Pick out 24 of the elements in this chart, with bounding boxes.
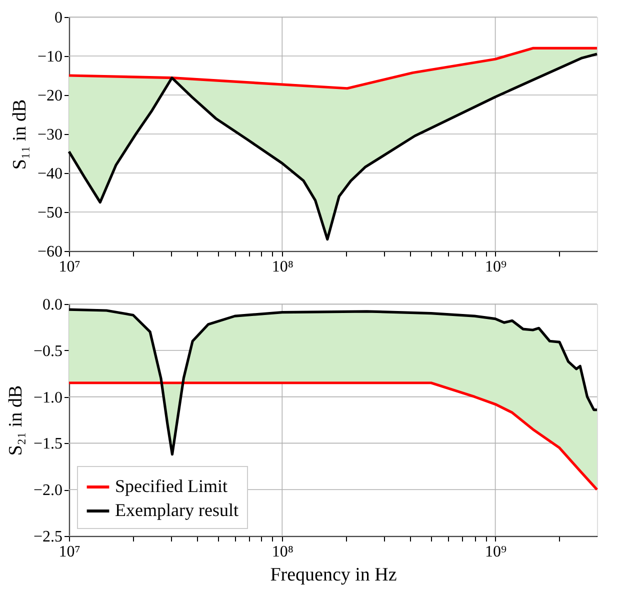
y-tick-label: 0 xyxy=(54,10,62,26)
y-tick-label: −0.5 xyxy=(33,342,62,360)
x-tick-label: 10⁷ xyxy=(58,258,80,276)
y-tick-label: −60 xyxy=(37,244,62,260)
y-tick-label: −50 xyxy=(37,204,62,222)
legend-label: Specified Limit xyxy=(115,476,228,496)
y-tick-label: −2.0 xyxy=(33,482,62,500)
y-tick-label: −30 xyxy=(37,126,62,144)
y-tick-label: −40 xyxy=(37,166,62,182)
x-tick-label: 10⁷ xyxy=(58,544,80,560)
x-tick-label: 10⁸ xyxy=(272,544,294,560)
legend-label: Exemplary result xyxy=(115,500,238,520)
y-tick-label: −1.5 xyxy=(33,436,62,453)
y-tick-label: −10 xyxy=(37,48,62,66)
y-tick-label: −20 xyxy=(37,88,62,104)
x-tick-label: 10⁹ xyxy=(485,258,508,276)
x-axis-title: Frequency in Hz xyxy=(270,564,397,586)
x-tick-label: 10⁸ xyxy=(272,258,294,276)
y-tick-label: −2.5 xyxy=(33,528,62,546)
x-tick-label: 10⁹ xyxy=(485,544,508,560)
y-axis-title: S₂₁ in dB xyxy=(5,385,26,456)
y-tick-label: 0.0 xyxy=(42,296,62,314)
y-axis-title: S₁₁ in dB xyxy=(9,99,30,170)
y-tick-label: −1.0 xyxy=(33,389,62,406)
